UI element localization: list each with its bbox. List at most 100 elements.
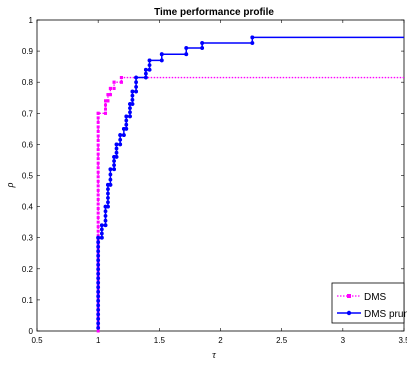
data-point [134, 80, 138, 85]
data-point [124, 126, 129, 131]
data-point [112, 163, 116, 168]
data-point [96, 184, 100, 188]
data-point [130, 97, 135, 102]
data-point [128, 114, 132, 119]
data-point [104, 103, 108, 107]
data-point [106, 99, 110, 103]
data-point [108, 86, 112, 90]
legend-label-dms: DMS [364, 292, 387, 303]
data-point [96, 321, 101, 326]
data-point [130, 102, 135, 106]
data-point [96, 267, 101, 272]
data-point [114, 142, 119, 147]
data-point [128, 110, 132, 115]
data-point [130, 89, 135, 94]
data-point [96, 225, 100, 229]
data-point [106, 187, 110, 192]
data-point [130, 93, 135, 98]
x-tick-label: 2 [218, 336, 223, 345]
data-point [124, 122, 129, 127]
data-point [143, 75, 148, 80]
data-point [106, 191, 110, 196]
data-point [106, 204, 110, 209]
data-point [96, 316, 101, 321]
data-point [96, 235, 101, 240]
data-point [96, 120, 100, 124]
data-point [96, 129, 100, 133]
x-tick-label: 3 [341, 336, 346, 345]
data-point [200, 41, 205, 45]
series-dms-prune [96, 35, 404, 330]
data-point [108, 177, 113, 182]
data-point [104, 111, 108, 115]
data-point [103, 214, 108, 218]
data-point [99, 223, 104, 228]
y-tick-label: 0 [29, 327, 34, 336]
data-point [124, 114, 129, 119]
data-point [112, 80, 116, 84]
data-point [159, 58, 164, 63]
chart-title: Time performance profile [154, 7, 274, 18]
data-point [96, 211, 100, 215]
data-point [106, 200, 110, 205]
data-point [96, 276, 101, 281]
axis-tick-labels: 0.5 1 1.5 2 2.5 3 3.5 0 0.1 0.2 0.3 0.4 0.5 0.6 0.7 0.8… [22, 16, 407, 345]
data-point [96, 303, 101, 308]
data-point [96, 294, 101, 299]
data-point [108, 182, 113, 187]
data-point [106, 195, 110, 200]
data-point [96, 202, 100, 206]
data-point [118, 142, 123, 147]
x-tick-label: 1.5 [154, 336, 166, 345]
legend: DMS DMS prune [331, 282, 407, 324]
data-point [96, 285, 101, 290]
data-point [104, 99, 108, 103]
data-point [143, 71, 148, 76]
data-point [118, 133, 123, 137]
x-tick-label: 2.5 [276, 336, 288, 345]
data-point [108, 167, 113, 172]
data-point [96, 307, 101, 312]
data-point [134, 75, 138, 80]
data-point [128, 106, 132, 111]
data-point [96, 207, 100, 211]
data-point [96, 175, 100, 179]
data-point [96, 139, 100, 143]
data-point [112, 159, 116, 163]
data-point [147, 63, 152, 67]
data-point [96, 193, 100, 197]
data-point [118, 137, 123, 142]
y-tick-label: 0.2 [22, 265, 34, 274]
data-point [143, 67, 148, 72]
data-point [96, 229, 100, 233]
data-point [96, 262, 101, 267]
data-point [96, 216, 100, 220]
data-point [250, 35, 255, 40]
data-point [103, 209, 108, 214]
data-point [96, 157, 100, 161]
data-point [96, 166, 100, 170]
data-point [96, 161, 100, 165]
data-point [96, 329, 100, 333]
x-tick-label: 0.5 [31, 336, 43, 345]
data-point [96, 271, 101, 276]
data-point [96, 312, 101, 317]
data-point [96, 170, 100, 174]
y-tick-label: 1 [29, 16, 34, 25]
data-point [134, 84, 138, 89]
data-point [99, 235, 104, 240]
data-point [96, 179, 100, 183]
y-tick-label: 0.5 [22, 172, 34, 181]
data-point [119, 76, 123, 80]
data-point [96, 188, 100, 192]
legend-box [331, 282, 405, 324]
y-axis-label: ρ [5, 182, 16, 188]
data-point [96, 134, 100, 138]
data-point [108, 93, 112, 97]
data-point [200, 46, 205, 50]
data-point [104, 107, 108, 111]
data-point [114, 154, 119, 159]
data-point [99, 231, 104, 236]
legend-marker-dms-prune [346, 310, 352, 316]
